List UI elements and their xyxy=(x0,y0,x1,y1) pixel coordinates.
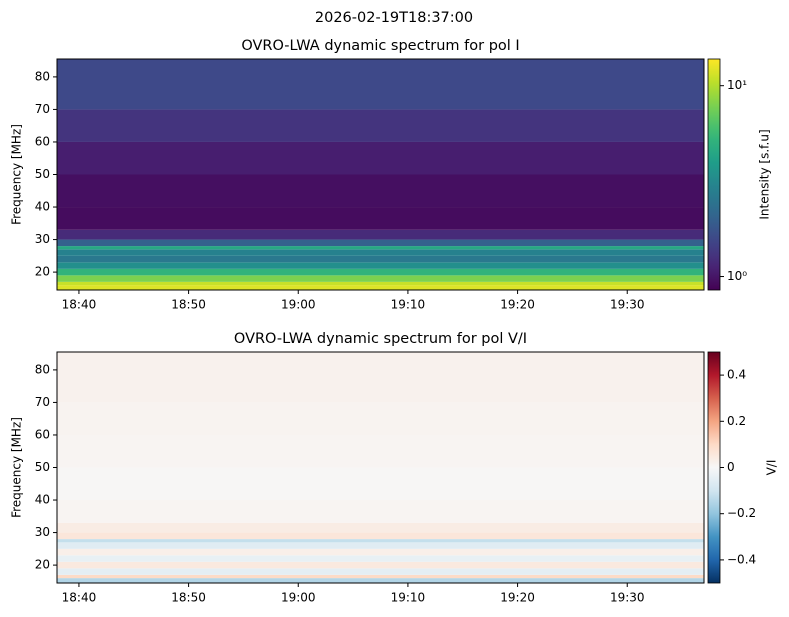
heatmap-cell xyxy=(57,229,704,240)
x-tick-label: 19:00 xyxy=(281,298,316,312)
y-tick-label: 80 xyxy=(35,362,50,376)
y-tick-label: 40 xyxy=(35,493,50,507)
heatmap-cell xyxy=(57,285,704,290)
heatmap-cell xyxy=(57,402,704,435)
heatmap-cell xyxy=(57,352,704,403)
heatmap-cell xyxy=(57,561,704,569)
heatmap-cell xyxy=(57,262,704,269)
x-tick-label: 19:20 xyxy=(500,591,535,605)
heatmap-cell xyxy=(57,548,704,556)
y-tick-label: 50 xyxy=(35,460,50,474)
x-tick-label: 18:40 xyxy=(62,591,97,605)
x-tick-label: 19:00 xyxy=(281,591,316,605)
y-tick-label: 40 xyxy=(35,200,50,214)
colorbar-tick-label: 0.4 xyxy=(727,368,746,382)
heatmap-cell xyxy=(57,141,704,175)
x-tick-label: 19:30 xyxy=(610,298,645,312)
chart-title: OVRO-LWA dynamic spectrum for pol I xyxy=(241,38,519,54)
heatmap-cell xyxy=(57,568,704,575)
heatmap-cell xyxy=(57,207,704,230)
colorbar-tick-label: 10¹ xyxy=(727,78,747,92)
colorbar-tick-label: −0.4 xyxy=(727,552,756,566)
heatmap-cell xyxy=(57,275,704,282)
colorbar xyxy=(707,351,721,584)
y-tick-label: 20 xyxy=(35,265,50,279)
y-tick-label: 60 xyxy=(35,427,50,441)
colorbar xyxy=(707,58,721,291)
colorbar-tick-label: 0.2 xyxy=(727,414,746,428)
heatmap-cell xyxy=(57,249,704,256)
heatmap-cell xyxy=(57,467,704,501)
x-tick-label: 18:50 xyxy=(171,591,206,605)
colorbar-tick-label: 0 xyxy=(727,460,735,474)
y-tick-label: 30 xyxy=(35,232,50,246)
colorbar-label: V/I xyxy=(765,460,779,476)
y-tick-label: 70 xyxy=(35,395,50,409)
heatmap-cell xyxy=(57,109,704,142)
y-tick-label: 20 xyxy=(35,558,50,572)
y-tick-label: 30 xyxy=(35,525,50,539)
heatmap-cell xyxy=(57,555,704,562)
heatmap-cell xyxy=(57,539,704,543)
heatmap-cell xyxy=(57,255,704,263)
x-tick-label: 18:40 xyxy=(62,298,97,312)
x-tick-label: 19:10 xyxy=(391,591,426,605)
y-axis-label: Frequency [MHz] xyxy=(10,124,24,225)
heatmap-cell xyxy=(57,434,704,468)
x-tick-label: 18:50 xyxy=(171,298,206,312)
heatmap-cell xyxy=(57,574,704,579)
x-tick-label: 19:20 xyxy=(500,298,535,312)
heatmap-cell xyxy=(57,59,704,110)
y-tick-label: 50 xyxy=(35,167,50,181)
y-tick-label: 80 xyxy=(35,69,50,83)
x-tick-label: 19:10 xyxy=(391,298,426,312)
x-tick-label: 19:30 xyxy=(610,591,645,605)
colorbar-tick-label: −0.2 xyxy=(727,506,756,520)
heatmap-cell xyxy=(57,542,704,549)
colorbar-tick-label: 10⁰ xyxy=(727,269,747,283)
heatmap-cell xyxy=(57,281,704,286)
figure-title: 2026-02-19T18:37:00 xyxy=(315,10,473,26)
heatmap-cell xyxy=(57,174,704,208)
y-tick-label: 60 xyxy=(35,134,50,148)
heatmap-cell xyxy=(57,532,704,540)
y-tick-label: 70 xyxy=(35,102,50,116)
chart-title: OVRO-LWA dynamic spectrum for pol V/I xyxy=(234,331,527,347)
heatmap-cell xyxy=(57,246,704,250)
heatmap-cell xyxy=(57,239,704,247)
heatmap-cell xyxy=(57,522,704,533)
y-axis-label: Frequency [MHz] xyxy=(10,417,24,518)
colorbar-label: Intensity [s.f.u] xyxy=(758,129,772,219)
heatmap-cell xyxy=(57,578,704,583)
heatmap-cell xyxy=(57,500,704,523)
heatmap-cell xyxy=(57,268,704,276)
